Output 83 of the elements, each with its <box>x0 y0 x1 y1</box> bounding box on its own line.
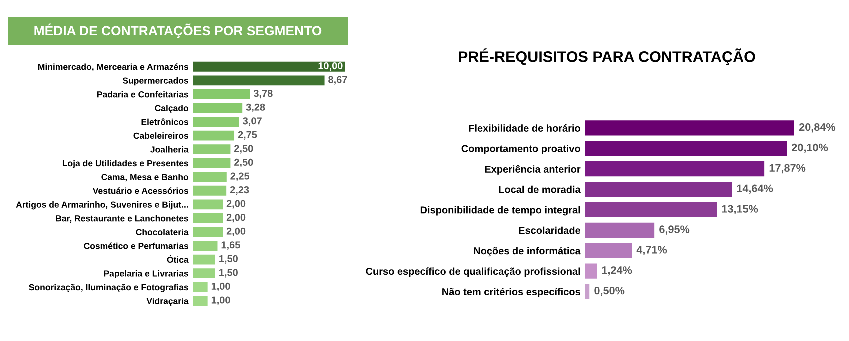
data-label: 2,25 <box>230 172 250 182</box>
data-label: 3,78 <box>254 90 273 99</box>
data-label: 1,24% <box>602 266 632 276</box>
bar <box>585 181 733 198</box>
bar <box>193 226 224 238</box>
y-tick-label: Joalheria <box>150 146 189 153</box>
y-tick-label: Escolaridade <box>519 226 580 234</box>
bar <box>193 102 244 114</box>
y-tick-label: Não tem critérios específicos <box>442 288 580 298</box>
data-label: 2,50 <box>234 158 254 168</box>
data-label: 2,50 <box>234 145 254 154</box>
data-label: 2,00 <box>226 214 246 223</box>
bar <box>193 171 228 183</box>
y-tick-label: Flexibilidade de horário <box>469 124 580 132</box>
data-label: 13,15% <box>722 205 758 214</box>
y-tick-label: Bar, Restaurante e Lanchonetes <box>56 215 188 223</box>
data-label: 2,75 <box>238 131 258 140</box>
bar <box>585 140 788 158</box>
data-label: 2,00 <box>226 200 246 209</box>
y-tick-label: Eletrônicos <box>142 118 188 126</box>
y-tick-label: Cabeleireiros <box>134 132 188 140</box>
bar <box>585 120 796 137</box>
bar <box>193 88 252 100</box>
bar <box>193 144 232 156</box>
bar <box>193 254 216 266</box>
data-label: 17,87% <box>770 164 806 174</box>
y-tick-label: Ótica <box>167 255 189 264</box>
data-label: 2,23 <box>230 186 250 196</box>
bar <box>585 222 656 239</box>
bar <box>193 61 346 73</box>
bar <box>193 295 209 307</box>
y-tick-label: Vidraçaria <box>146 298 189 306</box>
y-tick-label: Artigos de Armarinho, Suvenires e Bijut... <box>16 201 188 210</box>
data-label: 20,84% <box>799 123 836 133</box>
y-tick-label: Cama, Mesa e Banho <box>102 174 188 182</box>
y-tick-label: Loja de Utilidades e Presentes <box>62 160 188 168</box>
y-tick-label: Supermercados <box>122 77 188 86</box>
bar <box>585 242 633 260</box>
data-label: 20,10% <box>792 144 828 154</box>
y-tick-label: Padaria e Confeitarias <box>98 91 188 98</box>
bar <box>585 262 598 280</box>
y-tick-label: Sonorização, Iluminação e Fotografias <box>29 284 188 292</box>
data-label: 14,64% <box>737 184 774 194</box>
data-label: 3,07 <box>243 118 262 126</box>
y-tick-label: Calçado <box>155 105 188 114</box>
bar <box>585 283 590 300</box>
y-tick-label: Comportamento proativo <box>462 145 580 154</box>
bar <box>193 240 219 252</box>
bar <box>585 202 718 218</box>
data-label: 8,67 <box>328 76 348 85</box>
y-tick-label: Minimercado, Mercearia e Armazéns <box>38 64 188 72</box>
y-tick-label: Local de moradia <box>499 186 581 194</box>
bar <box>193 130 236 142</box>
y-tick-label: Vestuário e Acessórios <box>92 188 188 194</box>
bar <box>193 268 216 280</box>
data-label: 10,00 <box>318 62 343 72</box>
bar <box>585 160 766 178</box>
bar <box>193 282 209 294</box>
data-label: 2,00 <box>226 228 246 236</box>
y-tick-label: Papelaria e Livrarias <box>104 270 188 279</box>
bar <box>193 212 224 224</box>
data-label: 1,50 <box>220 255 238 264</box>
bar <box>193 185 228 197</box>
y-tick-label: Curso específico de qualificação profissional <box>366 268 580 278</box>
bar <box>193 158 232 170</box>
data-label: 1,00 <box>212 296 230 306</box>
y-tick-label: Noções de informática <box>474 247 581 257</box>
data-label: 1,00 <box>212 282 230 292</box>
bar <box>193 198 224 210</box>
y-tick-label: Experiência anterior <box>485 165 581 175</box>
bar <box>193 116 240 128</box>
chart-title: MÉDIA DE CONTRATAÇÕES POR SEGMENTO <box>34 24 322 38</box>
bar <box>193 74 326 86</box>
y-tick-label: Disponibilidade de tempo integral <box>420 206 580 216</box>
data-label: 3,28 <box>246 104 266 112</box>
data-label: 1,65 <box>222 242 240 250</box>
y-tick-label: Cosmético e Perfumarias <box>84 242 188 250</box>
data-label: 4,71% <box>636 246 668 256</box>
chart-title: PRÉ-REQUISITOS PARA CONTRATAÇÃO <box>459 48 756 66</box>
data-label: 6,95% <box>660 226 690 235</box>
data-label: 1,50 <box>220 269 238 278</box>
y-tick-label: Chocolateria <box>136 229 189 236</box>
data-label: 0,50% <box>594 287 625 296</box>
